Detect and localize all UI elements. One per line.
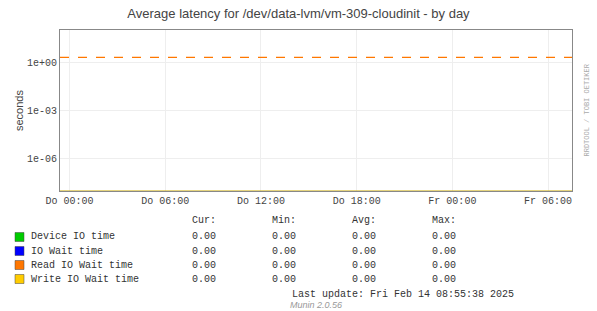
svg-text:Min:: Min: [272, 215, 296, 226]
svg-text:0.00: 0.00 [192, 274, 216, 285]
svg-text:Cur:: Cur: [192, 215, 216, 226]
svg-text:0.00: 0.00 [192, 246, 216, 257]
svg-text:Fr 00:00: Fr 00:00 [428, 196, 476, 207]
svg-text:Avg:: Avg: [352, 215, 376, 226]
svg-text:0.00: 0.00 [192, 260, 216, 271]
svg-text:0.00: 0.00 [272, 274, 296, 285]
svg-text:Max:: Max: [432, 215, 456, 226]
svg-text:0.00: 0.00 [432, 260, 456, 271]
svg-text:Do 18:00: Do 18:00 [333, 196, 381, 207]
svg-text:RRDTOOL / TOBI OETIKER: RRDTOOL / TOBI OETIKER [583, 63, 591, 156]
svg-text:0.00: 0.00 [352, 246, 376, 257]
svg-text:Fr 06:00: Fr 06:00 [524, 196, 572, 207]
svg-text:0.00: 0.00 [352, 260, 376, 271]
svg-text:Munin 2.0.56: Munin 2.0.56 [290, 300, 342, 310]
svg-text:0.00: 0.00 [432, 274, 456, 285]
svg-text:Write IO Wait time: Write IO Wait time [31, 274, 139, 285]
svg-text:0.00: 0.00 [192, 231, 216, 242]
svg-text:seconds: seconds [13, 90, 25, 131]
svg-text:0.00: 0.00 [272, 260, 296, 271]
svg-text:0.00: 0.00 [272, 246, 296, 257]
svg-text:Device IO time: Device IO time [31, 231, 115, 242]
svg-text:1e+00: 1e+00 [27, 58, 57, 69]
svg-text:1e-03: 1e-03 [27, 106, 57, 117]
svg-text:Do 00:00: Do 00:00 [46, 196, 94, 207]
svg-text:IO Wait time: IO Wait time [31, 246, 103, 257]
svg-text:1e-06: 1e-06 [27, 154, 57, 165]
svg-text:0.00: 0.00 [352, 274, 376, 285]
svg-text:Last update: Fri Feb 14 08:55:: Last update: Fri Feb 14 08:55:38 2025 [292, 289, 514, 300]
svg-text:Do 12:00: Do 12:00 [237, 196, 285, 207]
svg-text:0.00: 0.00 [352, 231, 376, 242]
svg-text:0.00: 0.00 [272, 231, 296, 242]
svg-text:0.00: 0.00 [432, 246, 456, 257]
svg-text:Average latency for /dev/data-: Average latency for /dev/data-lvm/vm-309… [127, 6, 470, 21]
svg-text:0.00: 0.00 [432, 231, 456, 242]
svg-text:Do 06:00: Do 06:00 [141, 196, 189, 207]
svg-text:Read IO Wait time: Read IO Wait time [31, 260, 133, 271]
